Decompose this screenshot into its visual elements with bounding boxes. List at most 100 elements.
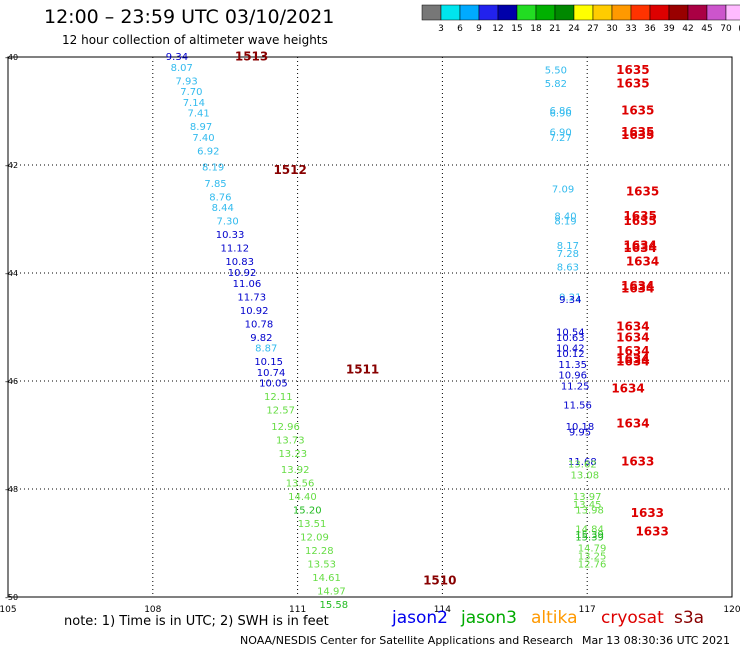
wave-height-label: 15.20 xyxy=(293,506,322,517)
wave-height-label: 5.50 xyxy=(545,66,567,77)
track-time-label: 1634 xyxy=(616,355,649,369)
legend-label: 45 xyxy=(701,24,712,34)
x-tick-label: 105 xyxy=(0,605,17,615)
legend-label: 18 xyxy=(530,24,542,34)
wave-height-label: 14.79 xyxy=(578,543,607,554)
track-time-label: 1634 xyxy=(611,382,644,396)
wave-height-label: 13.98 xyxy=(575,506,604,517)
wave-height-label: 13.62 xyxy=(568,460,597,471)
wave-height-label: 14.97 xyxy=(317,587,346,598)
track-time-label: 1635 xyxy=(616,63,649,77)
y-tick-label: -50 xyxy=(5,593,18,602)
wave-height-label: 13.92 xyxy=(281,465,310,476)
wave-height-label: 10.92 xyxy=(240,306,269,317)
track-time-label: 1634 xyxy=(621,282,654,296)
track-time-label: 1634 xyxy=(621,279,654,293)
legend-swatch xyxy=(459,4,480,21)
satellite-label-s3a: s3a xyxy=(674,608,705,628)
wave-height-label: 12.09 xyxy=(300,533,329,544)
wave-height-label: 8.87 xyxy=(255,344,277,355)
wave-height-label: 10.05 xyxy=(259,379,288,390)
track-time-label: 1635 xyxy=(626,185,659,199)
legend-swatch xyxy=(649,4,670,21)
wave-height-label: 9.34 xyxy=(559,295,581,306)
track-time-label: 1634 xyxy=(623,239,656,253)
legend-swatch xyxy=(573,4,594,21)
legend-swatch xyxy=(516,4,537,21)
wave-height-label: 10.15 xyxy=(254,357,283,368)
wave-height-label: 6.92 xyxy=(197,147,219,158)
wave-height-label: 7.27 xyxy=(550,133,572,144)
wave-height-label: 13.56 xyxy=(286,479,315,490)
legend-swatch xyxy=(668,4,689,21)
track-time-label: 1511 xyxy=(346,363,379,377)
y-tick-label: -44 xyxy=(5,269,18,278)
wave-height-label: 12.28 xyxy=(305,546,334,557)
wave-height-label: 13.97 xyxy=(573,492,602,503)
wave-height-label: 13.25 xyxy=(578,552,607,563)
legend-label: 42 xyxy=(682,24,693,34)
footer-credit: NOAA/NESDIS Center for Satellite Applica… xyxy=(240,634,574,647)
wave-height-label: 15.58 xyxy=(319,600,348,611)
track-time-label: 1634 xyxy=(616,330,649,344)
track-time-label: 1512 xyxy=(273,163,306,177)
wave-height-label: 10.18 xyxy=(566,422,595,433)
legend-label: 21 xyxy=(549,24,560,34)
x-tick-label: 117 xyxy=(579,605,596,615)
footer-timestamp: Mar 13 08:30:36 UTC 2021 xyxy=(582,634,730,647)
legend-label: (ft) xyxy=(738,24,740,34)
legend-label: 33 xyxy=(625,24,636,34)
legend-label: 15 xyxy=(511,24,522,34)
legend-label: 39 xyxy=(663,24,675,34)
wave-height-label: 9.21 xyxy=(559,292,581,303)
wave-height-label: 7.85 xyxy=(204,179,226,190)
wave-height-label: 7.41 xyxy=(188,109,210,120)
satellite-label-cryosat: cryosat xyxy=(601,608,664,628)
wave-height-label: 14.61 xyxy=(312,573,341,584)
wave-height-label: 6.90 xyxy=(550,109,572,120)
wave-height-label: 7.93 xyxy=(175,76,197,87)
wave-height-label: 12.11 xyxy=(264,392,293,403)
y-tick-label: -46 xyxy=(5,377,18,386)
x-tick-label: 108 xyxy=(144,605,161,615)
track-time-label: 1635 xyxy=(621,128,654,142)
legend-swatch xyxy=(440,4,461,21)
wave-height-label: 7.14 xyxy=(183,98,205,109)
wave-height-label: 13.08 xyxy=(570,471,599,482)
wave-height-label: 10.74 xyxy=(257,368,286,379)
wave-height-label: 8.76 xyxy=(209,192,231,203)
y-tick-label: -48 xyxy=(5,485,18,494)
track-time-label: 1633 xyxy=(631,506,664,520)
wave-height-label: 11.73 xyxy=(237,292,266,303)
wave-height-label: 10.63 xyxy=(556,333,585,344)
track-time-label: 1634 xyxy=(616,352,649,366)
track-time-label: 1633 xyxy=(621,455,654,469)
wave-height-label: 13.23 xyxy=(278,449,307,460)
legend-label: 36 xyxy=(644,24,656,34)
track-time-label: 1510 xyxy=(423,573,456,587)
wave-height-label: 15.39 xyxy=(575,533,604,544)
wave-height-label: 8.17 xyxy=(557,241,579,252)
track-time-label: 1634 xyxy=(623,241,656,255)
x-tick-label: 111 xyxy=(289,605,306,615)
wave-height-label: 15.39 xyxy=(575,530,604,541)
wave-height-label: 12.57 xyxy=(266,406,295,417)
wave-height-label: 11.35 xyxy=(558,360,587,371)
wave-height-label: 9.82 xyxy=(250,333,272,344)
wave-height-label: 12.76 xyxy=(578,560,607,571)
wave-height-label: 9.95 xyxy=(569,427,591,438)
wave-height-label: 14.40 xyxy=(288,492,317,503)
legend-label: 30 xyxy=(606,24,618,34)
legend-label: 24 xyxy=(568,24,580,34)
wave-height-label: 10.96 xyxy=(558,371,587,382)
track-time-label: 1635 xyxy=(616,77,649,91)
wave-height-label: 7.40 xyxy=(192,133,214,144)
wave-height-label: 8.97 xyxy=(190,122,212,133)
legend-swatch xyxy=(497,4,518,21)
legend-label: 27 xyxy=(587,24,598,34)
track-time-label: 1513 xyxy=(235,50,268,64)
wave-height-label: 8.19 xyxy=(202,163,224,174)
legend-swatch xyxy=(421,4,442,21)
wave-height-label: 7.30 xyxy=(216,217,238,228)
chart-title: 12:00 – 23:59 UTC 03/10/2021 xyxy=(44,6,335,28)
